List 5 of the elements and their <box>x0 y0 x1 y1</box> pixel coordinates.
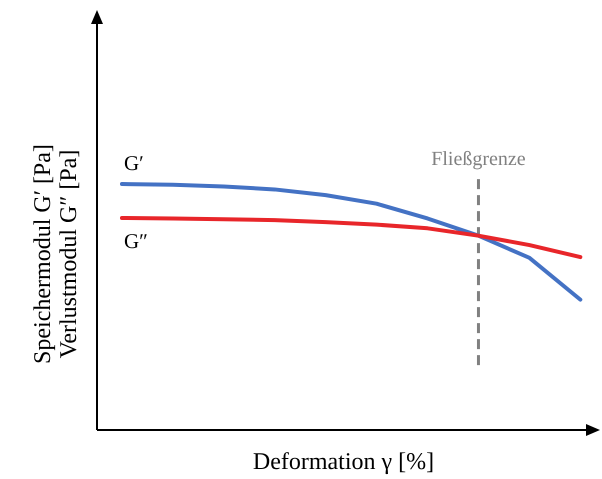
x-axis-title: Deformation γ [%] <box>252 449 434 475</box>
text: Fließgrenze <box>431 148 526 170</box>
series-label: G″ <box>124 228 148 253</box>
y-axis-title: Speichermodul G′ [Pa] Verlustmodul G″ [Pa] <box>30 144 82 364</box>
series-label: G′ <box>124 151 144 176</box>
